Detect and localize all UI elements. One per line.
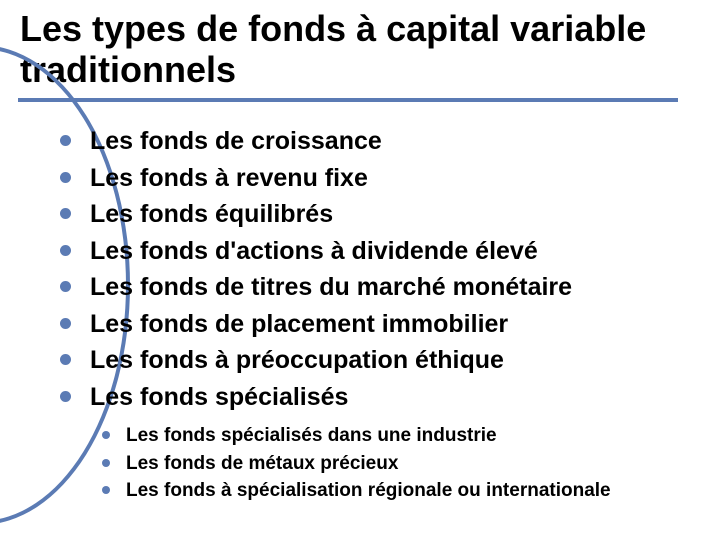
list-item: Les fonds de placement immobilier [60, 308, 700, 341]
title-underline [18, 98, 678, 102]
main-bullet-list: Les fonds de croissance Les fonds à reve… [60, 125, 700, 413]
list-item: Les fonds à préoccupation éthique [60, 344, 700, 377]
list-item: Les fonds à spécialisation régionale ou … [102, 478, 700, 504]
list-item: Les fonds de métaux précieux [102, 451, 700, 477]
slide-title: Les types de fonds à capital variable tr… [20, 8, 700, 91]
slide: Les types de fonds à capital variable tr… [0, 0, 720, 540]
list-item: Les fonds équilibrés [60, 198, 700, 231]
list-item: Les fonds spécialisés [60, 381, 700, 414]
sub-bullet-list: Les fonds spécialisés dans une industrie… [60, 423, 700, 504]
list-item: Les fonds spécialisés dans une industrie [102, 423, 700, 449]
list-item: Les fonds de croissance [60, 125, 700, 158]
content-area: Les fonds de croissance Les fonds à reve… [60, 125, 700, 506]
list-item: Les fonds d'actions à dividende élevé [60, 235, 700, 268]
list-item: Les fonds à revenu fixe [60, 162, 700, 195]
list-item: Les fonds de titres du marché monétaire [60, 271, 700, 304]
